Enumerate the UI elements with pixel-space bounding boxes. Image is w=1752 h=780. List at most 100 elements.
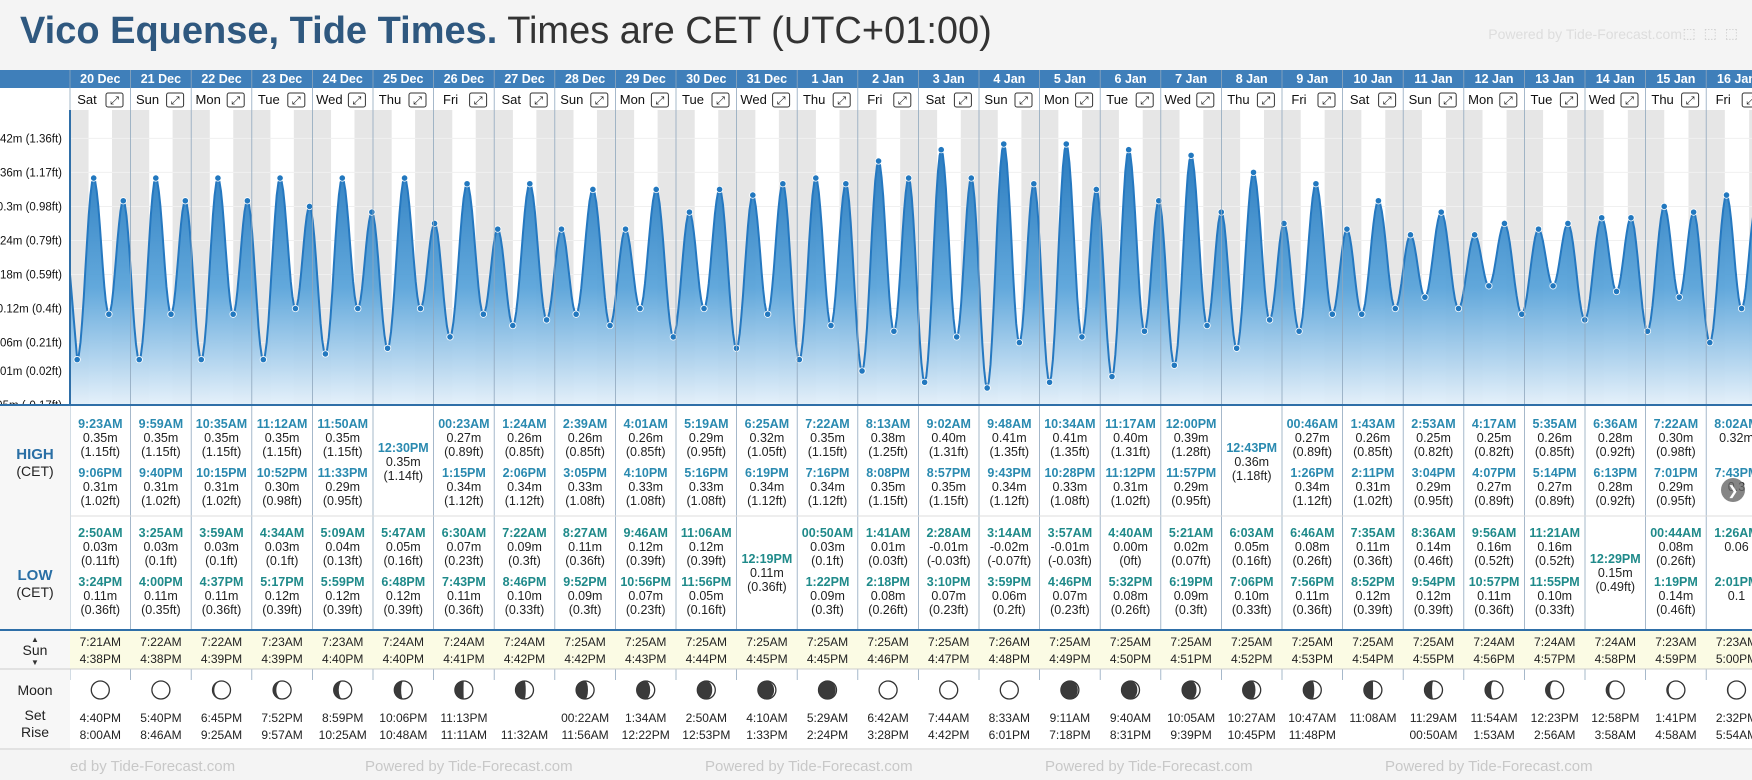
tide-point <box>1675 293 1683 301</box>
expand-day-button[interactable] <box>1196 92 1215 108</box>
powered-by-footer-4[interactable]: Powered by Tide-Forecast.com <box>1045 758 1253 775</box>
tide-point <box>276 174 284 182</box>
sunset-time: 4:52PM <box>1231 652 1272 666</box>
share-icons[interactable]: ⬚ ⬚ ⬚ <box>1682 25 1740 41</box>
low-tide-feet: (0.36ft) <box>565 554 605 568</box>
y-tick-label: 0.06m (0.21ft) <box>0 338 62 350</box>
expand-day-button[interactable] <box>105 92 124 108</box>
footer: ed by Tide-Forecast.com Powered by Tide-… <box>0 750 1752 780</box>
expand-day-button[interactable] <box>1438 92 1457 108</box>
moonset-time: 9:11AM <box>1050 711 1090 725</box>
low-tide-meters: 0.12m <box>265 589 300 603</box>
sunrise-time: 7:24AM <box>383 635 424 649</box>
expand-icon: ⤢ <box>534 95 543 107</box>
tide-point <box>1549 282 1557 290</box>
low-tide-meters: 0.10m <box>1537 589 1572 603</box>
high-tide-feet: (1.02ft) <box>1111 494 1151 508</box>
moonrise-time: 9:25AM <box>201 728 242 742</box>
sunset-time: 4:50PM <box>1110 652 1151 666</box>
scroll-right-button[interactable] <box>1721 478 1745 502</box>
expand-day-button[interactable] <box>953 92 972 108</box>
low-tide-time: 9:56AM <box>1472 526 1516 540</box>
low-tide-meters: 0.11m <box>205 589 239 603</box>
tide-point <box>890 327 898 335</box>
weekday-label: Thu <box>803 92 825 107</box>
moonset-time: 11:08AM <box>1349 711 1396 725</box>
powered-by-footer-1[interactable]: ed by Tide-Forecast.com <box>70 758 236 775</box>
moon-shade <box>1060 681 1078 699</box>
sunrise-time: 7:25AM <box>867 635 908 649</box>
y-tick-label: 0.18m (0.59ft) <box>0 270 62 282</box>
powered-by-footer-5[interactable]: Powered by Tide-Forecast.com <box>1385 758 1593 775</box>
y-tick-label: 0.01m (0.02ft) <box>0 366 62 378</box>
expand-day-button[interactable] <box>1075 92 1094 108</box>
low-tide-time: 4:46PM <box>1048 575 1092 589</box>
high-tide-feet: (0.89ft) <box>1535 494 1575 508</box>
high-tide-feet: (0.82ft) <box>1474 445 1514 459</box>
sunrise-icon: ▲ <box>31 635 39 644</box>
expand-day-button[interactable] <box>711 92 730 108</box>
expand-day-button[interactable] <box>590 92 609 108</box>
tide-point <box>509 321 517 330</box>
high-tide-feet: (0.98ft) <box>1656 445 1696 459</box>
expand-day-button[interactable] <box>772 92 791 108</box>
low-tide-meters: 0.11m <box>83 589 117 603</box>
moonrise-time: 1:33PM <box>746 728 787 742</box>
expand-day-button[interactable] <box>1559 92 1578 108</box>
expand-day-button[interactable] <box>529 92 548 108</box>
low-tide-meters: 0.11m <box>447 589 481 603</box>
expand-day-button[interactable] <box>1620 92 1639 108</box>
expand-day-button[interactable] <box>408 92 427 108</box>
high-tide-meters: 0.29m <box>689 431 724 445</box>
powered-by-link[interactable]: Powered by Tide-Forecast.com <box>1488 26 1682 42</box>
low-tide-time: 1:22PM <box>806 575 850 589</box>
expand-icon: ⤢ <box>837 95 846 107</box>
expand-day-button[interactable] <box>1499 92 1518 108</box>
high-tide-time: 5:16PM <box>684 466 728 480</box>
date-label: 14 Jan <box>1596 72 1635 86</box>
sunset-time: 4:46PM <box>867 652 908 666</box>
high-tide-feet: (0.95ft) <box>1171 494 1211 508</box>
expand-day-button[interactable] <box>1681 92 1700 108</box>
expand-day-button[interactable] <box>469 92 488 108</box>
high-tide-feet: (1.15ft) <box>80 445 120 459</box>
moonset-time: 10:27AM <box>1228 711 1276 725</box>
weekday-label: Sat <box>501 92 521 107</box>
high-tide-time: 7:01PM <box>1654 466 1698 480</box>
expand-day-button[interactable] <box>1014 92 1033 108</box>
expand-day-button[interactable] <box>166 92 185 108</box>
low-tide-meters: 0.02m <box>1174 540 1209 554</box>
low-tide-time: 3:57AM <box>1048 526 1092 540</box>
high-tide-time: 8:08PM <box>866 466 910 480</box>
powered-by-footer-3[interactable]: Powered by Tide-Forecast.com <box>705 758 913 775</box>
expand-day-button[interactable] <box>226 92 245 108</box>
date-label: 31 Dec <box>747 72 787 86</box>
expand-day-button[interactable] <box>1135 92 1154 108</box>
expand-day-button[interactable] <box>893 92 912 108</box>
expand-day-button[interactable] <box>287 92 306 108</box>
low-tide-time: 5:21AM <box>1169 526 1213 540</box>
expand-day-button[interactable] <box>347 92 366 108</box>
moonset-time: 12:58PM <box>1591 711 1639 725</box>
tide-point <box>73 356 81 364</box>
tide-point <box>1233 344 1241 352</box>
powered-by-footer-2[interactable]: Powered by Tide-Forecast.com <box>365 758 573 775</box>
low-tide-meters: -0.01m <box>929 540 968 554</box>
low-tide-meters: 0.09m <box>1174 589 1209 603</box>
tide-point <box>1485 282 1493 290</box>
high-tide-meters: 0.29m <box>325 480 360 494</box>
expand-day-button[interactable] <box>832 92 851 108</box>
expand-day-button[interactable] <box>1741 92 1752 108</box>
expand-day-button[interactable] <box>1378 92 1397 108</box>
low-tide-feet: (0.23ft) <box>626 603 666 617</box>
expand-icon: ⤢ <box>1625 95 1634 107</box>
sunset-time: 4:48PM <box>989 652 1030 666</box>
weekday-label: Wed <box>1589 92 1616 107</box>
low-tide-meters: 0.05m <box>386 540 421 554</box>
tide-point <box>1406 231 1415 239</box>
expand-day-button[interactable] <box>1317 92 1336 108</box>
weekday-label: Sat <box>926 92 946 107</box>
weekday-label: Mon <box>196 92 221 107</box>
expand-day-button[interactable] <box>650 92 669 108</box>
expand-day-button[interactable] <box>1256 92 1275 108</box>
